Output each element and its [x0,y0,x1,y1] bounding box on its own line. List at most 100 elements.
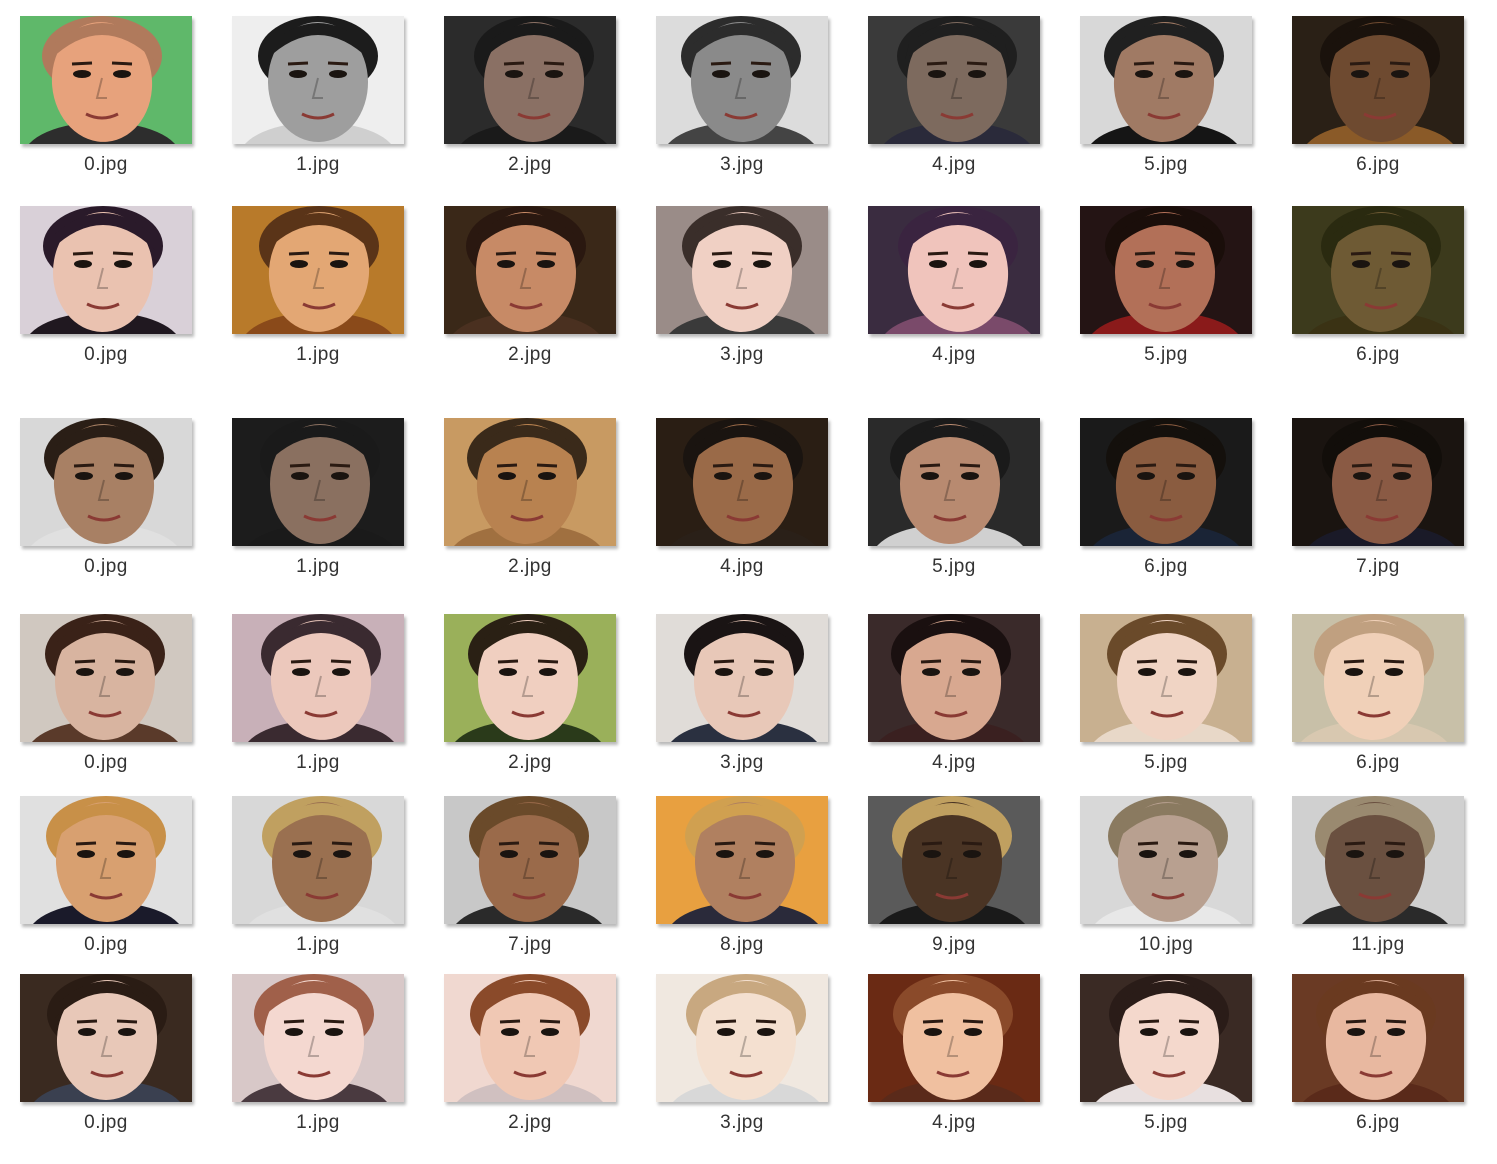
thumbnail-image[interactable] [868,974,1040,1102]
thumbnail-image[interactable] [656,614,828,742]
thumbnail-image[interactable] [1080,16,1252,144]
file-thumbnail[interactable]: 1.jpg [230,418,406,578]
thumbnail-image[interactable] [868,796,1040,924]
thumbnail-image[interactable] [868,206,1040,334]
file-thumbnail[interactable]: 9.jpg [866,796,1042,956]
photo-face [1113,22,1215,142]
file-thumbnail[interactable]: 5.jpg [1078,974,1254,1134]
thumbnail-image[interactable] [656,206,828,334]
thumbnail-image[interactable] [232,614,404,742]
thumbnail-image[interactable] [1292,16,1464,144]
file-thumbnail[interactable]: 2.jpg [442,418,618,578]
photo-face [1117,620,1217,740]
thumbnail-image[interactable] [1292,418,1464,546]
thumbnail-image[interactable] [1292,796,1464,924]
thumbnail-image[interactable] [868,614,1040,742]
file-thumbnail[interactable]: 5.jpg [1078,206,1254,366]
thumbnail-image[interactable] [656,16,828,144]
file-thumbnail[interactable]: 0.jpg [18,418,194,578]
thumbnail-image[interactable] [656,796,828,924]
thumbnail-image[interactable] [444,418,616,546]
file-thumbnail[interactable]: 6.jpg [1290,614,1466,774]
file-thumbnail[interactable]: 4.jpg [866,614,1042,774]
file-thumbnail[interactable]: 3.jpg [654,206,830,366]
thumbnail-image[interactable] [444,614,616,742]
photo-fringe [1322,621,1426,658]
thumbnail-image[interactable] [20,206,192,334]
thumbnail-image[interactable] [656,974,828,1102]
photo-right-eye [963,850,981,858]
file-thumbnail[interactable]: 8.jpg [654,796,830,956]
photo-fringe [266,23,370,60]
file-thumbnail[interactable]: 6.jpg [1290,206,1466,366]
file-thumbnail[interactable]: 3.jpg [654,16,830,176]
file-thumbnail[interactable]: 5.jpg [1078,16,1254,176]
file-thumbnail[interactable]: 6.jpg [1078,418,1254,578]
file-thumbnail[interactable]: 2.jpg [442,974,618,1134]
file-thumbnail[interactable]: 1.jpg [230,16,406,176]
thumbnail-image[interactable] [20,16,192,144]
file-thumbnail[interactable]: 6.jpg [1290,16,1466,176]
file-thumbnail[interactable]: 1.jpg [230,614,406,774]
photo-left-brow [71,61,93,66]
thumbnail-image[interactable] [232,16,404,144]
file-thumbnail[interactable]: 7.jpg [442,796,618,956]
file-thumbnail[interactable]: 11.jpg [1290,796,1466,956]
file-thumbnail[interactable]: 5.jpg [1078,614,1254,774]
thumbnail-image[interactable] [1080,974,1252,1102]
photo-nose [951,267,963,289]
photo-right-eye [114,260,132,268]
thumbnail-image[interactable] [1080,206,1252,334]
file-thumbnail[interactable]: 2.jpg [442,614,618,774]
file-thumbnail[interactable]: 0.jpg [18,206,194,366]
file-thumbnail[interactable]: 1.jpg [230,796,406,956]
file-thumbnail[interactable]: 1.jpg [230,974,406,1134]
thumbnail-image[interactable] [444,796,616,924]
file-thumbnail[interactable]: 0.jpg [18,614,194,774]
thumbnail-image[interactable] [232,418,404,546]
thumbnail-image[interactable] [1080,418,1252,546]
file-name-label: 5.jpg [1144,344,1188,365]
thumbnail-image[interactable] [444,974,616,1102]
file-thumbnail[interactable]: 7.jpg [1290,418,1466,578]
photo-left-eye [717,1028,735,1036]
thumbnail-image[interactable] [1080,796,1252,924]
file-thumbnail[interactable]: 2.jpg [442,16,618,176]
file-thumbnail[interactable]: 4.jpg [866,206,1042,366]
thumbnail-image[interactable] [656,418,828,546]
file-thumbnail[interactable]: 0.jpg [18,16,194,176]
file-thumbnail[interactable]: 4.jpg [866,974,1042,1134]
file-thumbnail[interactable]: 3.jpg [654,974,830,1134]
photo-fringe [901,981,1005,1018]
thumbnail-image[interactable] [444,16,616,144]
file-thumbnail[interactable]: 2.jpg [442,206,618,366]
file-thumbnail[interactable]: 3.jpg [654,614,830,774]
photo-mouth [87,514,121,522]
file-thumbnail[interactable]: 0.jpg [18,974,194,1134]
file-thumbnail[interactable]: 5.jpg [866,418,1042,578]
file-thumbnail[interactable]: 4.jpg [654,418,830,578]
file-thumbnail[interactable]: 4.jpg [866,16,1042,176]
thumbnail-image[interactable] [232,974,404,1102]
file-thumbnail[interactable]: 0.jpg [18,796,194,956]
thumbnail-image[interactable] [232,206,404,334]
photo-right-eye [545,70,563,78]
thumbnail-image[interactable] [1292,206,1464,334]
thumbnail-image[interactable] [232,796,404,924]
file-thumbnail[interactable]: 1.jpg [230,206,406,366]
thumbnail-image[interactable] [1292,614,1464,742]
thumbnail-image[interactable] [20,796,192,924]
thumbnail-image[interactable] [444,206,616,334]
file-thumbnail[interactable]: 10.jpg [1078,796,1254,956]
thumbnail-image[interactable] [868,418,1040,546]
thumbnail-image[interactable] [1080,614,1252,742]
thumbnail-image[interactable] [20,418,192,546]
file-thumbnail[interactable]: 6.jpg [1290,974,1466,1134]
thumbnail-image[interactable] [1292,974,1464,1102]
thumbnail-image[interactable] [20,974,192,1102]
photo-nose [522,857,534,879]
thumbnail-image[interactable] [20,614,192,742]
thumbnail-image[interactable] [868,16,1040,144]
photo-left-brow [283,1019,305,1024]
photo-nose [1374,267,1386,289]
